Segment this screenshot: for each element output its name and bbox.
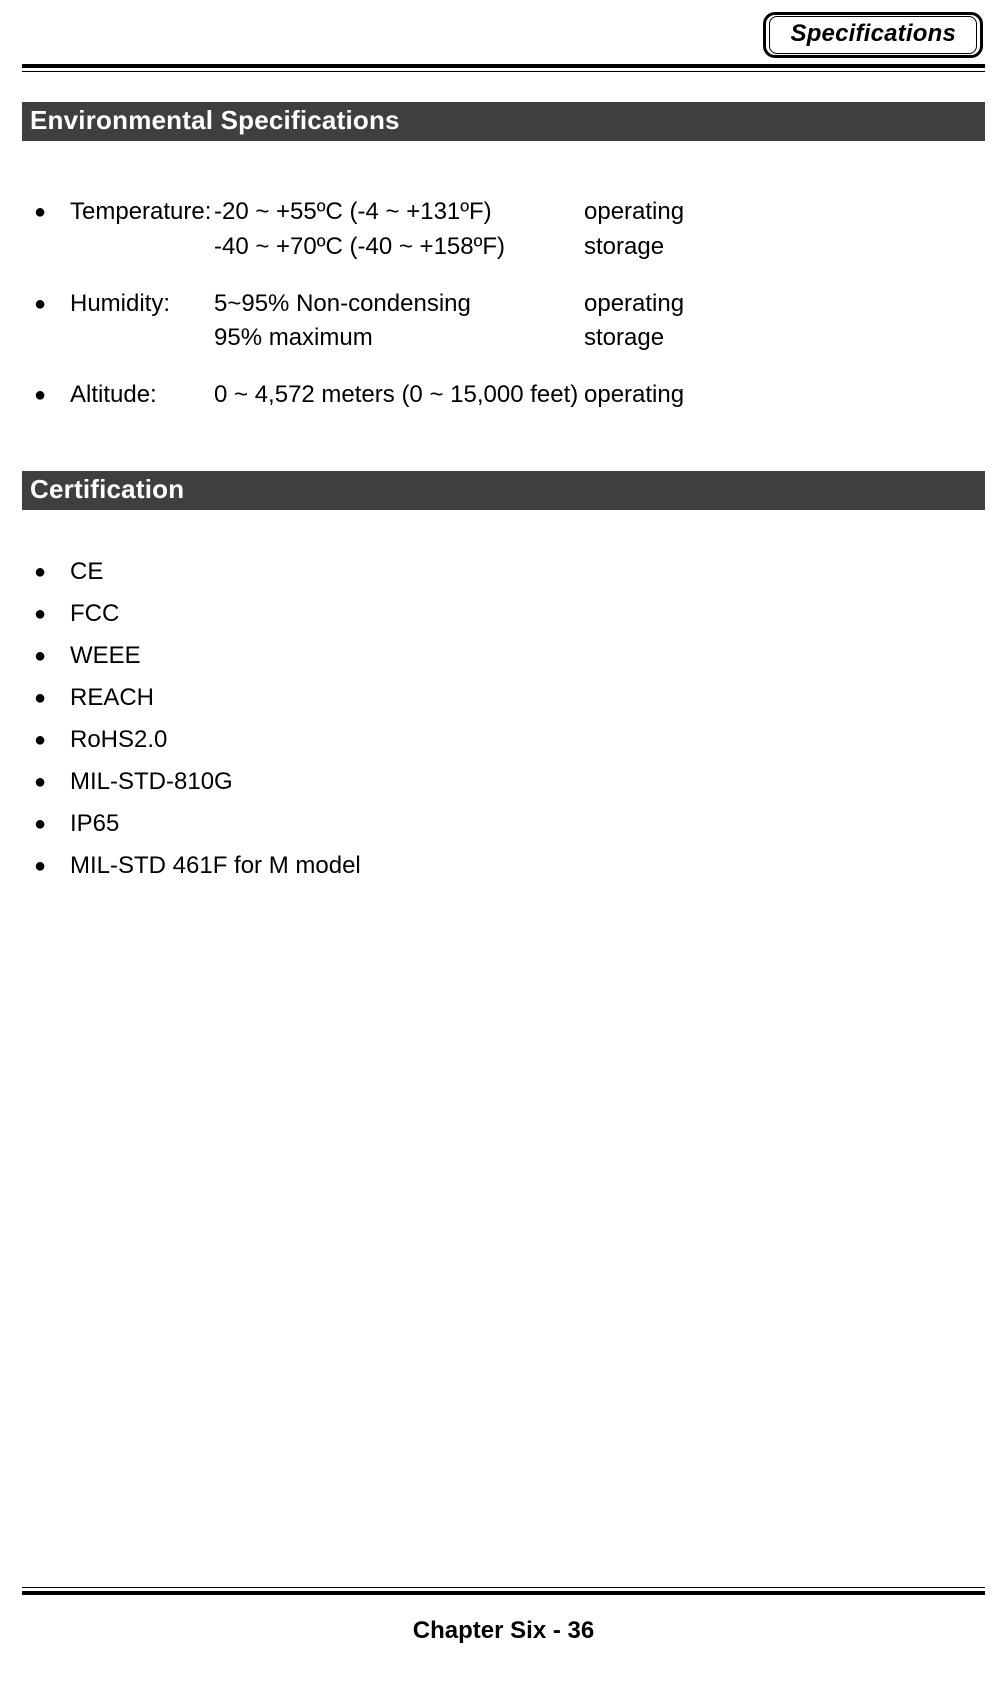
env-cond-line: storage — [584, 321, 724, 356]
env-conditions: operating — [584, 378, 724, 413]
section-heading-certification: Certification — [22, 471, 985, 510]
cert-label: FCC — [70, 602, 119, 626]
env-label: Temperature: — [70, 195, 214, 230]
cert-label: CE — [70, 560, 103, 584]
cert-item: ● MIL-STD 461F for M model — [30, 854, 977, 878]
env-value-line: 5~95% Non-condensing — [214, 287, 584, 322]
bullet-icon: ● — [30, 770, 70, 794]
header-badge: Specifications — [769, 16, 977, 54]
env-label: Humidity: — [70, 287, 214, 322]
cert-item: ● RoHS2.0 — [30, 728, 977, 752]
section-heading-environmental: Environmental Specifications — [22, 102, 985, 141]
cert-item: ● IP65 — [30, 812, 977, 836]
env-row-humidity: ● Humidity: 5~95% Non-condensing 95% max… — [30, 287, 977, 357]
cert-list: ● CE ● FCC ● WEEE ● REACH ● RoHS2.0 ● MI… — [22, 560, 985, 878]
bullet-icon: ● — [30, 378, 70, 412]
cert-label: IP65 — [70, 812, 119, 836]
top-double-rule — [22, 64, 985, 72]
bullet-icon: ● — [30, 854, 70, 878]
env-cond-line: operating — [584, 195, 724, 230]
bullet-icon: ● — [30, 812, 70, 836]
env-values: -20 ~ +55ºC (-4 ~ +131ºF) -40 ~ +70ºC (-… — [214, 195, 584, 265]
header-badge-outer: Specifications — [763, 12, 983, 58]
bullet-icon: ● — [30, 195, 70, 229]
cert-item: ● CE — [30, 560, 977, 584]
footer: Chapter Six - 36 — [22, 1587, 985, 1645]
env-values: 0 ~ 4,572 meters (0 ~ 15,000 feet) — [214, 378, 584, 413]
env-value-line: -40 ~ +70ºC (-40 ~ +158ºF) — [214, 230, 584, 265]
env-value-line: 0 ~ 4,572 meters (0 ~ 15,000 feet) — [214, 378, 584, 413]
cert-label: RoHS2.0 — [70, 728, 167, 752]
env-value-line: -20 ~ +55ºC (-4 ~ +131ºF) — [214, 195, 584, 230]
env-cond-line: storage — [584, 230, 724, 265]
cert-item: ● FCC — [30, 602, 977, 626]
cert-item: ● REACH — [30, 686, 977, 710]
cert-label: MIL-STD-810G — [70, 770, 233, 794]
footer-text: Chapter Six - 36 — [22, 1617, 985, 1645]
env-label: Altitude: — [70, 378, 214, 413]
env-row-altitude: ● Altitude: 0 ~ 4,572 meters (0 ~ 15,000… — [30, 378, 977, 413]
header-badge-wrap: Specifications — [22, 12, 985, 58]
env-cond-line: operating — [584, 378, 724, 413]
cert-label: MIL-STD 461F for M model — [70, 854, 361, 878]
bullet-icon: ● — [30, 602, 70, 626]
cert-label: WEEE — [70, 644, 141, 668]
env-conditions: operating storage — [584, 195, 724, 265]
bullet-icon: ● — [30, 560, 70, 584]
env-value-line: 95% maximum — [214, 321, 584, 356]
env-row-temperature: ● Temperature: -20 ~ +55ºC (-4 ~ +131ºF)… — [30, 195, 977, 265]
bullet-icon: ● — [30, 287, 70, 321]
env-cond-line: operating — [584, 287, 724, 322]
cert-item: ● MIL-STD-810G — [30, 770, 977, 794]
env-values: 5~95% Non-condensing 95% maximum — [214, 287, 584, 357]
env-content: ● Temperature: -20 ~ +55ºC (-4 ~ +131ºF)… — [22, 195, 985, 413]
bottom-double-rule — [22, 1587, 985, 1595]
cert-label: REACH — [70, 686, 154, 710]
bullet-icon: ● — [30, 686, 70, 710]
page: Specifications Environmental Specificati… — [0, 0, 1007, 1681]
env-conditions: operating storage — [584, 287, 724, 357]
cert-item: ● WEEE — [30, 644, 977, 668]
bullet-icon: ● — [30, 644, 70, 668]
bullet-icon: ● — [30, 728, 70, 752]
